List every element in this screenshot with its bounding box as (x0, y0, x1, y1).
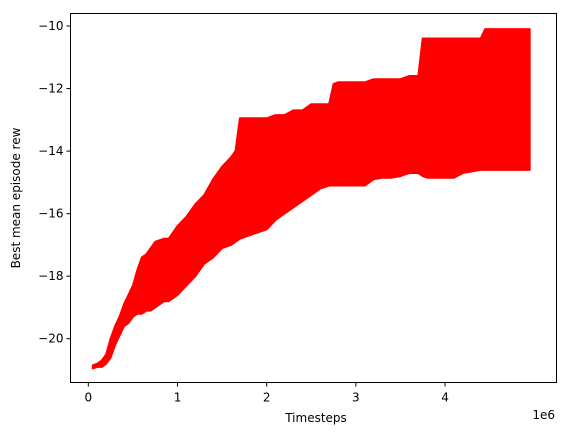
y-axis-label: Best mean episode rew (9, 127, 23, 268)
y-tick-label: −20 (38, 332, 63, 346)
x-tick-label: 2 (263, 391, 271, 405)
reward-band-0 (91, 28, 531, 370)
y-tick-label: −10 (38, 19, 63, 33)
x-tick-label: 1 (174, 391, 182, 405)
x-tick-label: 4 (441, 391, 449, 405)
y-tick-label: −12 (38, 82, 63, 96)
y-tick-label: −16 (38, 207, 63, 221)
x-axis-label: Timesteps (284, 411, 347, 425)
x-tick-label: 3 (352, 391, 360, 405)
x-axis-offset-label: 1e6 (532, 408, 555, 422)
y-axis: −20 −18 −16 −14 −12 −10 (38, 19, 71, 346)
x-tick-label: 0 (85, 391, 93, 405)
reward-band-layer (91, 28, 531, 370)
plot-frame (70, 13, 557, 383)
y-tick-label: −14 (38, 144, 63, 158)
y-tick-label: −18 (38, 269, 63, 283)
x-axis: 0 1 2 3 4 (85, 382, 449, 405)
